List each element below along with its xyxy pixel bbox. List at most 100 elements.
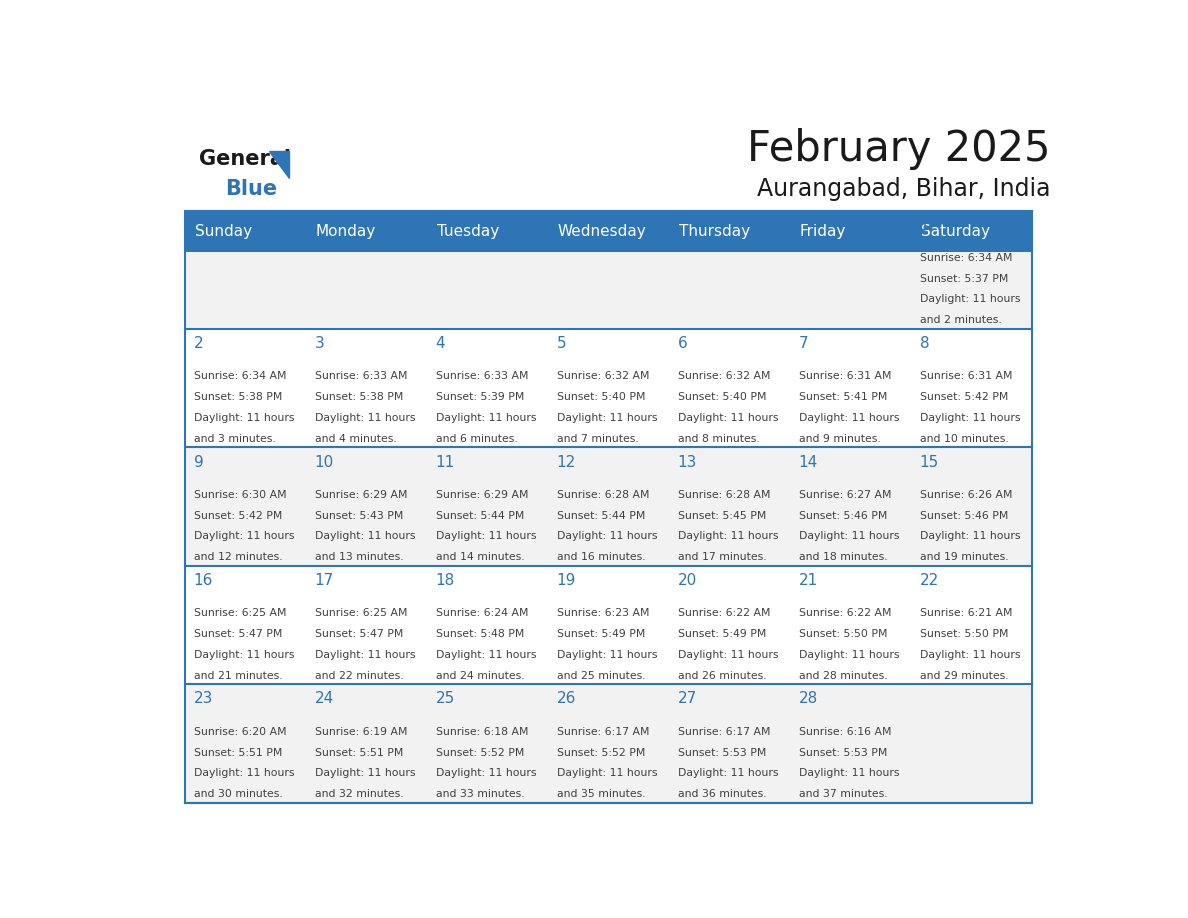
Text: and 33 minutes.: and 33 minutes. [436, 789, 524, 799]
Text: 6: 6 [677, 336, 688, 351]
Text: 26: 26 [557, 691, 576, 707]
Text: Sunset: 5:42 PM: Sunset: 5:42 PM [920, 392, 1009, 402]
Text: Sunset: 5:40 PM: Sunset: 5:40 PM [557, 392, 645, 402]
Text: Sunrise: 6:22 AM: Sunrise: 6:22 AM [798, 609, 891, 619]
Text: 10: 10 [315, 454, 334, 469]
Text: Sunrise: 6:17 AM: Sunrise: 6:17 AM [677, 727, 770, 737]
Text: and 3 minutes.: and 3 minutes. [194, 433, 276, 443]
Text: and 14 minutes.: and 14 minutes. [436, 552, 524, 562]
Text: 18: 18 [436, 573, 455, 588]
Text: 22: 22 [920, 573, 939, 588]
Text: 9: 9 [194, 454, 203, 469]
Text: 2: 2 [194, 336, 203, 351]
Text: Sunrise: 6:25 AM: Sunrise: 6:25 AM [315, 609, 407, 619]
Text: Sunrise: 6:34 AM: Sunrise: 6:34 AM [194, 372, 286, 381]
Text: Daylight: 11 hours: Daylight: 11 hours [315, 532, 415, 542]
FancyBboxPatch shape [185, 210, 1032, 252]
Text: Sunset: 5:51 PM: Sunset: 5:51 PM [194, 747, 282, 757]
Text: Sunset: 5:41 PM: Sunset: 5:41 PM [798, 392, 887, 402]
FancyBboxPatch shape [185, 685, 1032, 803]
Text: Sunrise: 6:27 AM: Sunrise: 6:27 AM [798, 490, 891, 500]
Text: Sunset: 5:53 PM: Sunset: 5:53 PM [798, 747, 887, 757]
Text: and 22 minutes.: and 22 minutes. [315, 670, 403, 680]
Text: Daylight: 11 hours: Daylight: 11 hours [194, 650, 295, 660]
Text: and 16 minutes.: and 16 minutes. [557, 552, 645, 562]
Text: Sunrise: 6:23 AM: Sunrise: 6:23 AM [557, 609, 649, 619]
Polygon shape [270, 151, 290, 178]
Text: Sunrise: 6:33 AM: Sunrise: 6:33 AM [315, 372, 407, 381]
Text: Wednesday: Wednesday [557, 224, 646, 239]
Text: Sunrise: 6:28 AM: Sunrise: 6:28 AM [677, 490, 770, 500]
Text: and 7 minutes.: and 7 minutes. [557, 433, 638, 443]
Text: Sunrise: 6:25 AM: Sunrise: 6:25 AM [194, 609, 286, 619]
Text: Sunset: 5:52 PM: Sunset: 5:52 PM [436, 747, 524, 757]
Text: and 13 minutes.: and 13 minutes. [315, 552, 403, 562]
Text: and 4 minutes.: and 4 minutes. [315, 433, 397, 443]
Text: Sunday: Sunday [195, 224, 252, 239]
Text: Daylight: 11 hours: Daylight: 11 hours [436, 650, 536, 660]
Text: Daylight: 11 hours: Daylight: 11 hours [557, 532, 657, 542]
Text: 27: 27 [677, 691, 697, 707]
FancyBboxPatch shape [185, 329, 1032, 447]
Text: and 32 minutes.: and 32 minutes. [315, 789, 403, 799]
Text: Sunrise: 6:22 AM: Sunrise: 6:22 AM [677, 609, 770, 619]
Text: 21: 21 [798, 573, 817, 588]
FancyBboxPatch shape [185, 210, 1032, 329]
Text: Daylight: 11 hours: Daylight: 11 hours [798, 532, 899, 542]
Text: Sunset: 5:46 PM: Sunset: 5:46 PM [798, 510, 887, 521]
Text: Sunset: 5:50 PM: Sunset: 5:50 PM [798, 629, 887, 639]
Text: Daylight: 11 hours: Daylight: 11 hours [798, 650, 899, 660]
Text: Sunset: 5:49 PM: Sunset: 5:49 PM [677, 629, 766, 639]
Text: Sunrise: 6:18 AM: Sunrise: 6:18 AM [436, 727, 529, 737]
Text: 28: 28 [798, 691, 817, 707]
Text: Daylight: 11 hours: Daylight: 11 hours [194, 768, 295, 778]
Text: 4: 4 [436, 336, 446, 351]
Text: 7: 7 [798, 336, 808, 351]
Text: 12: 12 [557, 454, 576, 469]
Text: Sunset: 5:47 PM: Sunset: 5:47 PM [194, 629, 282, 639]
Text: Tuesday: Tuesday [436, 224, 499, 239]
Text: Daylight: 11 hours: Daylight: 11 hours [798, 413, 899, 423]
Text: Daylight: 11 hours: Daylight: 11 hours [677, 768, 778, 778]
Text: Sunset: 5:53 PM: Sunset: 5:53 PM [677, 747, 766, 757]
Text: Sunrise: 6:34 AM: Sunrise: 6:34 AM [920, 253, 1012, 263]
Text: Daylight: 11 hours: Daylight: 11 hours [557, 768, 657, 778]
Text: 5: 5 [557, 336, 567, 351]
Text: and 8 minutes.: and 8 minutes. [677, 433, 759, 443]
Text: 19: 19 [557, 573, 576, 588]
Text: and 36 minutes.: and 36 minutes. [677, 789, 766, 799]
Text: Sunset: 5:50 PM: Sunset: 5:50 PM [920, 629, 1009, 639]
Text: Daylight: 11 hours: Daylight: 11 hours [315, 413, 415, 423]
Text: Aurangabad, Bihar, India: Aurangabad, Bihar, India [757, 177, 1051, 201]
Text: Daylight: 11 hours: Daylight: 11 hours [194, 532, 295, 542]
Text: Sunrise: 6:17 AM: Sunrise: 6:17 AM [557, 727, 649, 737]
Text: Blue: Blue [225, 179, 277, 198]
Text: General: General [200, 149, 291, 169]
Text: Sunrise: 6:29 AM: Sunrise: 6:29 AM [436, 490, 529, 500]
Text: Sunset: 5:44 PM: Sunset: 5:44 PM [557, 510, 645, 521]
Text: Sunrise: 6:33 AM: Sunrise: 6:33 AM [436, 372, 529, 381]
Text: Sunrise: 6:19 AM: Sunrise: 6:19 AM [315, 727, 407, 737]
Text: Daylight: 11 hours: Daylight: 11 hours [315, 650, 415, 660]
Text: Daylight: 11 hours: Daylight: 11 hours [194, 413, 295, 423]
Text: and 30 minutes.: and 30 minutes. [194, 789, 283, 799]
Text: and 17 minutes.: and 17 minutes. [677, 552, 766, 562]
Text: Sunset: 5:38 PM: Sunset: 5:38 PM [194, 392, 282, 402]
Text: 15: 15 [920, 454, 939, 469]
FancyBboxPatch shape [185, 447, 1032, 565]
Text: Daylight: 11 hours: Daylight: 11 hours [557, 650, 657, 660]
Text: Saturday: Saturday [921, 224, 990, 239]
Text: Daylight: 11 hours: Daylight: 11 hours [920, 413, 1020, 423]
Text: Sunrise: 6:29 AM: Sunrise: 6:29 AM [315, 490, 407, 500]
Text: Sunset: 5:46 PM: Sunset: 5:46 PM [920, 510, 1009, 521]
Text: Daylight: 11 hours: Daylight: 11 hours [436, 532, 536, 542]
Text: 25: 25 [436, 691, 455, 707]
Text: 11: 11 [436, 454, 455, 469]
Text: Sunrise: 6:30 AM: Sunrise: 6:30 AM [194, 490, 286, 500]
Text: 3: 3 [315, 336, 324, 351]
Text: Sunset: 5:51 PM: Sunset: 5:51 PM [315, 747, 403, 757]
Text: Sunset: 5:39 PM: Sunset: 5:39 PM [436, 392, 524, 402]
Text: 8: 8 [920, 336, 929, 351]
Text: and 37 minutes.: and 37 minutes. [798, 789, 887, 799]
Text: Sunrise: 6:31 AM: Sunrise: 6:31 AM [920, 372, 1012, 381]
